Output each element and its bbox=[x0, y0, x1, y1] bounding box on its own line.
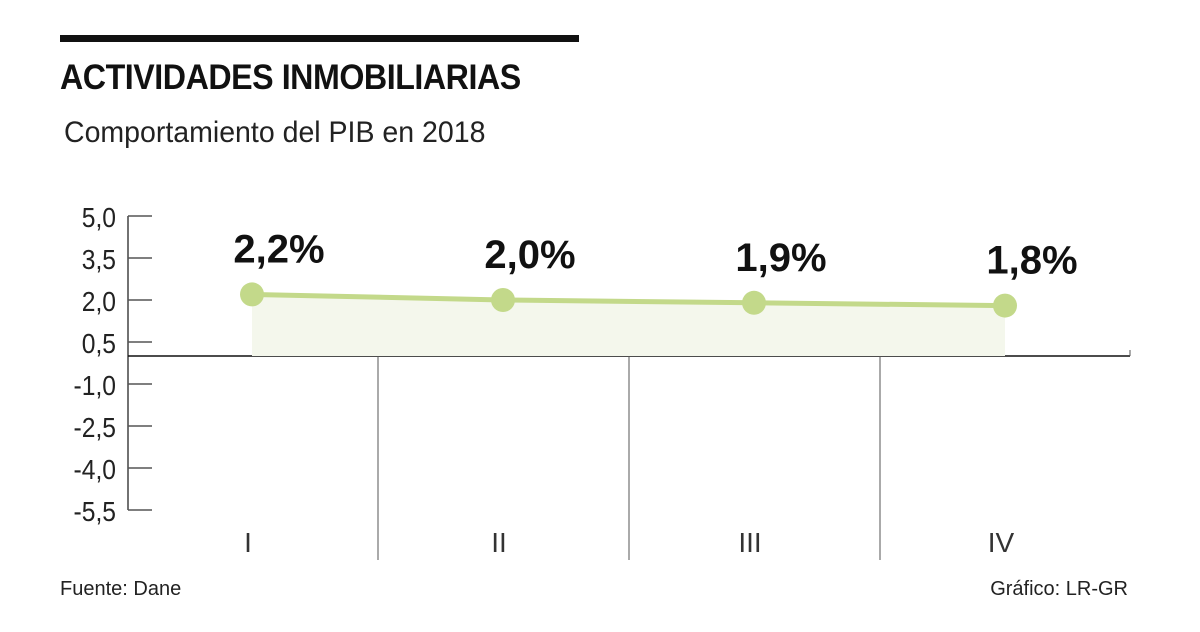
data-point bbox=[742, 290, 766, 315]
x-tick-label: I bbox=[244, 527, 252, 558]
data-point bbox=[491, 288, 515, 312]
y-tick-label: -4,0 bbox=[74, 454, 116, 486]
y-tick-label: -2,5 bbox=[74, 412, 116, 444]
data-label: 2,2% bbox=[233, 227, 324, 271]
data-label: 1,8% bbox=[986, 239, 1077, 283]
y-tick-label: 3,5 bbox=[82, 244, 116, 276]
x-tick-label: IV bbox=[988, 527, 1015, 558]
y-tick-label: -5,5 bbox=[74, 496, 116, 528]
series-line bbox=[251, 291, 1006, 309]
chart-subtitle: Comportamiento del PIB en 2018 bbox=[64, 116, 486, 149]
chart-title: ACTIVIDADES INMOBILIARIAS bbox=[60, 58, 521, 97]
y-tick-label: 5,0 bbox=[82, 202, 116, 234]
data-point bbox=[240, 282, 264, 307]
y-tick-label: 0,5 bbox=[82, 328, 116, 360]
y-tick-label: 2,0 bbox=[82, 286, 116, 318]
x-tick-label: III bbox=[738, 527, 761, 558]
data-point bbox=[993, 293, 1017, 318]
source-note: Fuente: Dane bbox=[60, 578, 182, 600]
x-tick-label: II bbox=[491, 527, 507, 558]
title-rule bbox=[60, 35, 579, 42]
data-label: 1,9% bbox=[735, 236, 826, 280]
data-label: 2,0% bbox=[484, 233, 575, 277]
series-area bbox=[252, 294, 1005, 356]
credit-note: Gráfico: LR-GR bbox=[990, 578, 1128, 600]
y-tick-label: -1,0 bbox=[74, 370, 116, 402]
